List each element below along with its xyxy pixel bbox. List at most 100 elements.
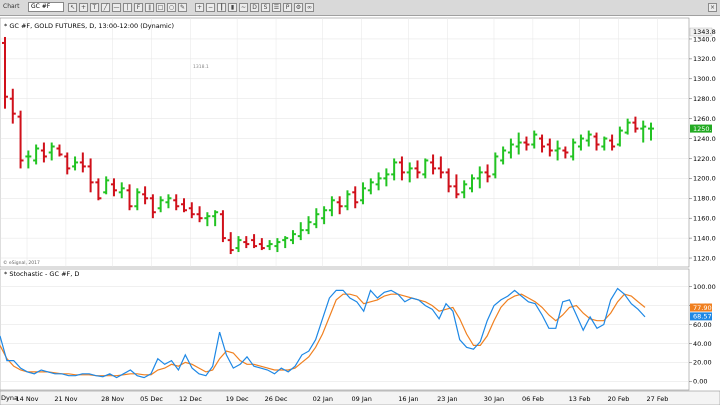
- vline-icon[interactable]: |: [123, 3, 132, 12]
- price-tick-label: 1140.0: [693, 234, 716, 242]
- stoch-k-value: 68.57: [693, 313, 712, 321]
- time-axis-label: 27 Feb: [647, 395, 669, 403]
- price-bar: [48, 142, 55, 161]
- price-bar: [484, 164, 491, 183]
- price-bar: [593, 132, 600, 151]
- price-panel-header: * GC #F, GOLD FUTURES, D, 13:00-12:00 (D…: [4, 22, 174, 30]
- price-bar: [352, 186, 359, 209]
- price-bar: [258, 238, 265, 251]
- price-tick-label: 1280.0: [693, 95, 716, 103]
- stoch-tick-label: 40.00: [693, 340, 712, 348]
- price-bar: [539, 134, 546, 153]
- price-bar: [640, 120, 647, 143]
- channel-icon[interactable]: ∥: [145, 3, 154, 12]
- price-bar: [110, 178, 117, 197]
- price-bar: [165, 194, 172, 209]
- price-bar: [546, 138, 553, 157]
- price-bar: [453, 174, 460, 199]
- price-bar: [500, 146, 507, 165]
- price-bar: [142, 186, 149, 205]
- time-axis-label: 05 Dec: [140, 395, 163, 403]
- time-axis-left-label: Dyna: [1, 394, 18, 402]
- time-axis-label: 23 Jan: [437, 395, 457, 403]
- price-bar: [95, 178, 102, 201]
- price-bar: [313, 208, 320, 229]
- print-icon[interactable]: P: [283, 3, 292, 12]
- text-icon[interactable]: T: [90, 3, 99, 12]
- price-tick-label: 1240.0: [693, 135, 716, 143]
- bar-type-icon[interactable]: ┃: [217, 3, 226, 12]
- price-bar: [398, 156, 405, 181]
- price-bar: [461, 180, 468, 199]
- candle-icon[interactable]: ▮: [228, 3, 237, 12]
- price-tick-label: 1340.0: [693, 35, 716, 43]
- price-bar: [274, 238, 281, 253]
- crosshair-icon[interactable]: +: [79, 3, 88, 12]
- time-axis-label: 20 Feb: [608, 395, 630, 403]
- link-icon[interactable]: ∞: [305, 3, 314, 12]
- price-bar: [72, 156, 79, 171]
- period-icon[interactable]: D: [250, 3, 259, 12]
- stoch-d-value: 77.90: [693, 304, 712, 312]
- marker-label: 1318.1: [193, 64, 209, 70]
- fib-icon[interactable]: F: [134, 3, 143, 12]
- price-bar: [422, 158, 429, 179]
- chart-area[interactable]: * GC #F, GOLD FUTURES, D, 13:00-12:00 (D…: [0, 17, 720, 405]
- price-bar: [515, 132, 522, 155]
- stoch-tick-label: 100.00: [693, 283, 716, 291]
- price-bar: [375, 172, 382, 191]
- stoch-panel[interactable]: [0, 268, 690, 391]
- price-tick-label: 1180.0: [693, 195, 716, 203]
- template-icon[interactable]: ☰: [272, 3, 281, 12]
- price-bar: [289, 230, 296, 245]
- time-axis-label: 26 Dec: [265, 395, 288, 403]
- price-panel[interactable]: [0, 17, 690, 268]
- symbol-input[interactable]: GC #F: [28, 2, 64, 12]
- ellipse-icon[interactable]: ○: [167, 3, 176, 12]
- line-icon[interactable]: ╱: [101, 3, 110, 12]
- price-bar: [437, 156, 444, 179]
- top-price-tag: 1343.8: [689, 27, 716, 37]
- zoom-in-icon[interactable]: +: [195, 3, 204, 12]
- chart-toolbar: Chart GC #F ↖ + T ╱ — | F ∥ □ ○ ✎ + − ┃ ▮ ~ D S ☰ P ⚙ ∞ ×: [0, 0, 720, 16]
- price-bar: [235, 236, 242, 253]
- price-bar: [601, 136, 608, 151]
- price-bar: [570, 138, 577, 161]
- price-bar: [40, 142, 47, 163]
- price-bar: [227, 232, 234, 255]
- hline-icon[interactable]: —: [112, 3, 121, 12]
- close-icon[interactable]: ×: [708, 3, 717, 12]
- time-axis[interactable]: [0, 390, 720, 405]
- price-bar: [577, 134, 584, 151]
- time-axis-label: 21 Nov: [54, 395, 77, 403]
- price-bars: [2, 36, 654, 255]
- price-bar: [33, 144, 40, 165]
- price-bar: [266, 240, 273, 251]
- pencil-icon[interactable]: ✎: [178, 3, 187, 12]
- price-bar: [25, 150, 32, 169]
- price-bar: [196, 206, 203, 223]
- price-bar: [243, 236, 250, 249]
- price-bar: [87, 158, 94, 193]
- price-bar: [173, 194, 180, 211]
- stoch-tick-label: 0.00: [693, 378, 707, 386]
- time-axis-labels: 14 Nov 21 Nov 28 Nov 05 Dec 12 Dec 19 Dec 26 D…: [15, 395, 668, 403]
- price-bar: [305, 216, 312, 235]
- stoch-panel-header: * Stochastic - GC #F, D: [4, 270, 79, 278]
- price-tick-label: 1120.0: [693, 254, 716, 262]
- line-type-icon[interactable]: ~: [239, 3, 248, 12]
- time-axis-label: 13 Feb: [569, 395, 591, 403]
- rect-icon[interactable]: □: [156, 3, 165, 12]
- last-price-value: 1250.0: [693, 125, 716, 133]
- price-bar: [624, 118, 631, 135]
- study-icon[interactable]: S: [261, 3, 270, 12]
- price-tick-label: 1260.0: [693, 115, 716, 123]
- settings-icon[interactable]: ⚙: [294, 3, 303, 12]
- arrow-icon[interactable]: ↖: [68, 3, 77, 12]
- price-bar: [344, 190, 351, 211]
- price-bar: [328, 196, 335, 217]
- price-tick-label: 1160.0: [693, 215, 716, 223]
- price-bar: [609, 134, 616, 151]
- zoom-out-icon[interactable]: −: [206, 3, 215, 12]
- price-bar: [103, 176, 110, 195]
